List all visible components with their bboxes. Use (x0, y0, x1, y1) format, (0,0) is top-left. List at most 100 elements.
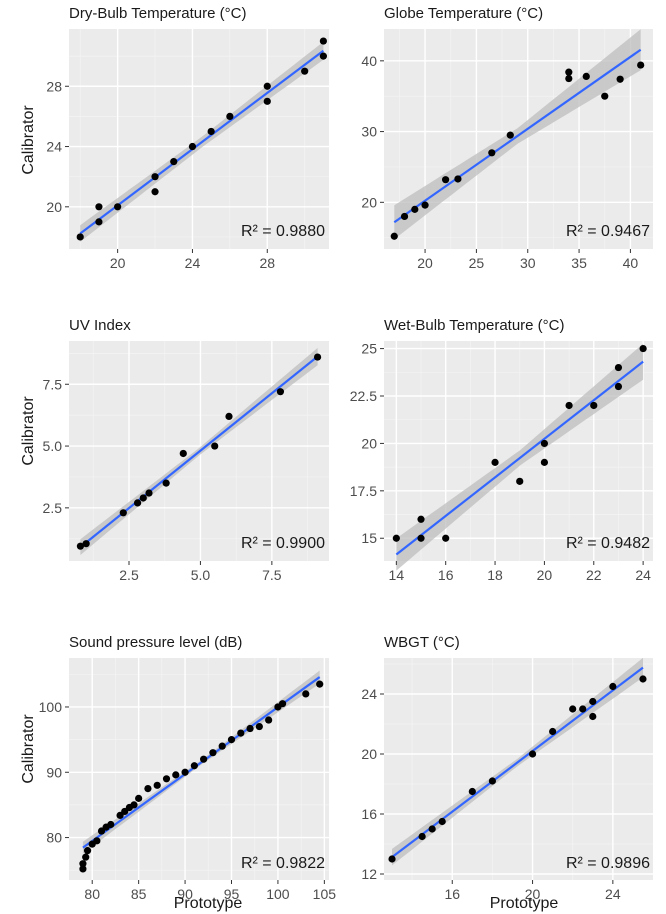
data-point (190, 762, 198, 770)
data-point (488, 149, 496, 157)
data-point (438, 817, 446, 826)
data-point (388, 855, 396, 863)
y-tick-label: 30 (361, 124, 377, 140)
x-tick-label: 95 (224, 886, 240, 902)
data-point (218, 742, 226, 750)
y-tick-label: 15 (361, 530, 377, 546)
data-point (589, 697, 597, 706)
panel-title: Dry-Bulb Temperature (°C) (69, 5, 246, 22)
confidence-band (394, 29, 641, 240)
data-point (609, 682, 617, 691)
y-tick-label: 20 (361, 435, 377, 451)
y-tick-label: 20 (361, 194, 377, 210)
x-tick-label: 30 (520, 255, 536, 271)
data-point (95, 218, 103, 226)
data-point (263, 97, 271, 105)
data-point (302, 690, 310, 698)
y-tick-label: 100 (39, 699, 63, 715)
panel-title: UV Index (69, 317, 131, 334)
y-tick-label: 25 (361, 341, 377, 357)
data-point (614, 382, 623, 391)
data-point (421, 201, 429, 209)
data-point (565, 401, 573, 410)
data-point (417, 534, 425, 542)
x-tick-label: 40 (623, 255, 639, 271)
x-tick-label: 24 (605, 886, 621, 902)
data-point (590, 401, 598, 410)
data-point (276, 388, 285, 396)
panel-title: Wet-Bulb Temperature (°C) (384, 317, 565, 334)
data-point (209, 749, 217, 757)
data-point (616, 75, 624, 83)
y-tick-label: 20 (46, 199, 62, 215)
data-point (76, 542, 85, 550)
data-point (491, 458, 499, 466)
data-point (119, 509, 127, 517)
data-point (565, 74, 573, 83)
data-point (95, 203, 103, 211)
data-point (226, 112, 234, 120)
data-point (639, 675, 647, 683)
data-point (211, 442, 219, 450)
x-tick-label: 35 (571, 255, 587, 271)
data-point (265, 716, 273, 724)
data-point (162, 479, 170, 487)
data-point (107, 820, 115, 829)
data-point (93, 837, 101, 845)
y-tick-label: 2.5 (43, 500, 63, 516)
panel-background (69, 658, 329, 880)
data-point (468, 787, 476, 796)
data-point (200, 755, 208, 763)
y-tick-label: 22.5 (350, 388, 377, 404)
x-tick-label: 22 (586, 567, 602, 583)
data-point (278, 700, 287, 708)
data-point (400, 212, 409, 221)
x-tick-label: 90 (177, 886, 193, 902)
x-tick-label: 16 (438, 567, 454, 583)
regression-line (79, 355, 319, 548)
data-point (76, 233, 84, 241)
panel-title: Sound pressure level (dB) (69, 634, 242, 651)
x-tick-label: 7.5 (262, 567, 282, 583)
data-point (516, 477, 524, 485)
r-squared-label: R² = 0.9822 (241, 855, 325, 872)
y-tick-label: 17.5 (350, 483, 377, 499)
y-axis-label-row-2: Calibrator (20, 396, 37, 466)
data-point (582, 72, 590, 80)
x-tick-label: 85 (131, 886, 147, 902)
data-point (172, 771, 180, 779)
data-point (263, 82, 271, 90)
data-point (82, 540, 90, 548)
data-point (316, 680, 324, 688)
x-tick-label: 20 (537, 567, 553, 583)
data-point (390, 232, 398, 240)
data-point (139, 494, 147, 502)
x-axis-label-right: Prototype (490, 895, 559, 912)
data-point (565, 68, 573, 76)
data-point (83, 847, 92, 855)
data-point (540, 458, 549, 466)
data-point (225, 412, 233, 420)
data-point (301, 67, 309, 75)
data-point (428, 825, 436, 833)
y-tick-label: 12 (361, 866, 377, 882)
x-tick-label: 100 (266, 886, 290, 902)
data-point (418, 832, 426, 841)
data-point (488, 777, 497, 785)
y-tick-label: 24 (46, 139, 62, 155)
regression-line (393, 48, 642, 224)
data-point (181, 768, 189, 776)
data-point (246, 724, 254, 733)
data-point (207, 127, 215, 136)
x-tick-label: 20 (417, 255, 433, 271)
x-axis-label-left: Prototype (174, 895, 243, 912)
data-point (319, 37, 327, 45)
y-tick-label: 7.5 (43, 376, 63, 392)
panel-title: WBGT (°C) (384, 634, 460, 651)
data-point (639, 344, 647, 353)
y-tick-label: 90 (46, 764, 62, 780)
x-tick-label: 18 (487, 567, 503, 583)
y-axis-label-row-3: Calibrator (20, 714, 37, 784)
y-tick-label: 20 (361, 746, 377, 762)
